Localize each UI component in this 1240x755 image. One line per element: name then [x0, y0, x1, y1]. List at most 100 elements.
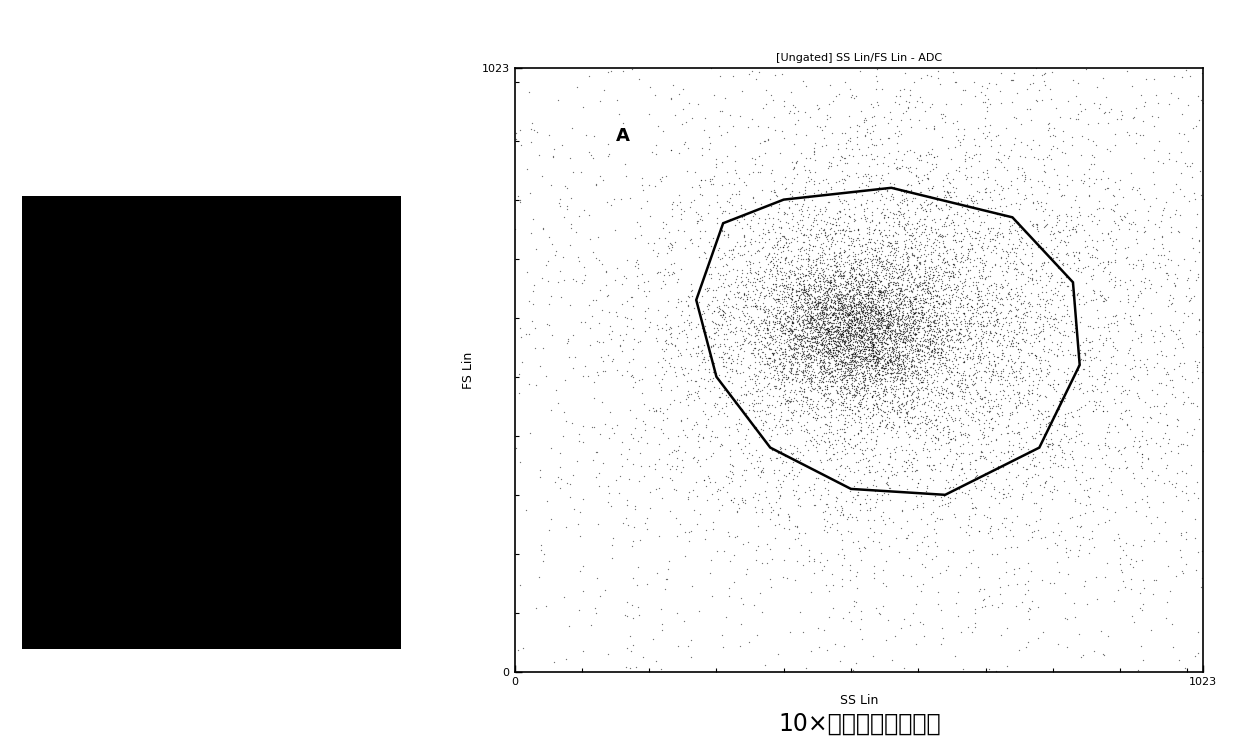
Point: [827, 311, 847, 323]
Point: [816, 300, 836, 313]
Point: [846, 297, 866, 310]
Point: [760, 407, 780, 419]
Point: [748, 166, 768, 178]
Point: [743, 492, 763, 504]
Point: [817, 217, 837, 229]
Point: [901, 271, 921, 283]
Point: [867, 319, 887, 331]
Point: [769, 304, 789, 316]
Point: [740, 317, 760, 329]
Point: [738, 288, 758, 300]
Point: [942, 261, 962, 273]
Point: [935, 351, 955, 363]
Point: [779, 467, 799, 479]
Point: [880, 276, 900, 288]
Point: [1008, 186, 1028, 199]
Point: [987, 418, 1007, 430]
Point: [866, 436, 885, 448]
Point: [609, 488, 629, 500]
Point: [836, 392, 856, 404]
Point: [923, 418, 942, 430]
Point: [1002, 355, 1022, 367]
Point: [769, 289, 789, 301]
Point: [801, 262, 821, 274]
Point: [774, 241, 794, 253]
Point: [724, 312, 744, 324]
Point: [880, 449, 900, 461]
Point: [811, 334, 831, 346]
Point: [908, 501, 928, 513]
Point: [1021, 103, 1040, 115]
Point: [753, 461, 773, 473]
Point: [684, 419, 704, 431]
Point: [1052, 525, 1071, 538]
Point: [919, 273, 939, 285]
Point: [800, 455, 820, 467]
Point: [905, 192, 925, 204]
Point: [842, 268, 862, 280]
Point: [671, 360, 691, 372]
Point: [957, 349, 977, 361]
Point: [1060, 348, 1080, 360]
Point: [787, 272, 807, 284]
Point: [773, 241, 792, 253]
Point: [841, 262, 861, 274]
Point: [744, 342, 764, 354]
Point: [792, 374, 812, 386]
Point: [797, 329, 817, 341]
Point: [897, 332, 916, 344]
Point: [983, 366, 1003, 378]
Point: [1029, 84, 1049, 96]
Point: [925, 223, 945, 236]
Point: [839, 211, 859, 223]
Point: [777, 217, 797, 230]
Point: [844, 288, 864, 300]
Point: [838, 334, 858, 346]
Point: [1058, 613, 1078, 625]
Point: [842, 279, 862, 291]
Point: [787, 267, 807, 279]
Point: [859, 353, 879, 365]
Point: [1033, 242, 1053, 254]
Point: [843, 536, 863, 548]
Point: [755, 146, 775, 159]
Point: [826, 310, 846, 322]
Point: [849, 143, 869, 155]
Point: [766, 380, 786, 392]
Point: [718, 292, 738, 304]
Point: [885, 342, 905, 354]
Point: [795, 485, 815, 498]
Point: [857, 442, 877, 454]
Point: [833, 289, 853, 301]
Point: [1030, 274, 1050, 286]
Point: [813, 376, 833, 388]
Point: [846, 248, 866, 260]
Point: [707, 318, 727, 330]
Point: [579, 146, 599, 158]
Point: [849, 325, 869, 337]
Point: [861, 275, 880, 287]
Point: [963, 350, 983, 362]
Point: [887, 266, 906, 278]
Point: [973, 328, 993, 340]
Point: [1131, 89, 1151, 101]
Point: [1043, 248, 1063, 260]
Point: [821, 404, 841, 416]
Point: [1135, 480, 1154, 492]
Point: [1069, 627, 1089, 639]
Point: [823, 344, 843, 356]
Point: [1146, 437, 1166, 449]
Point: [909, 220, 929, 232]
Point: [825, 249, 844, 261]
Point: [836, 340, 856, 352]
Point: [864, 572, 884, 584]
Point: [825, 259, 844, 271]
Point: [908, 344, 928, 356]
Point: [1073, 291, 1092, 303]
Point: [1048, 142, 1068, 154]
Point: [810, 381, 830, 393]
Point: [713, 311, 733, 323]
Point: [932, 357, 952, 369]
Point: [937, 172, 957, 184]
Point: [968, 561, 988, 573]
